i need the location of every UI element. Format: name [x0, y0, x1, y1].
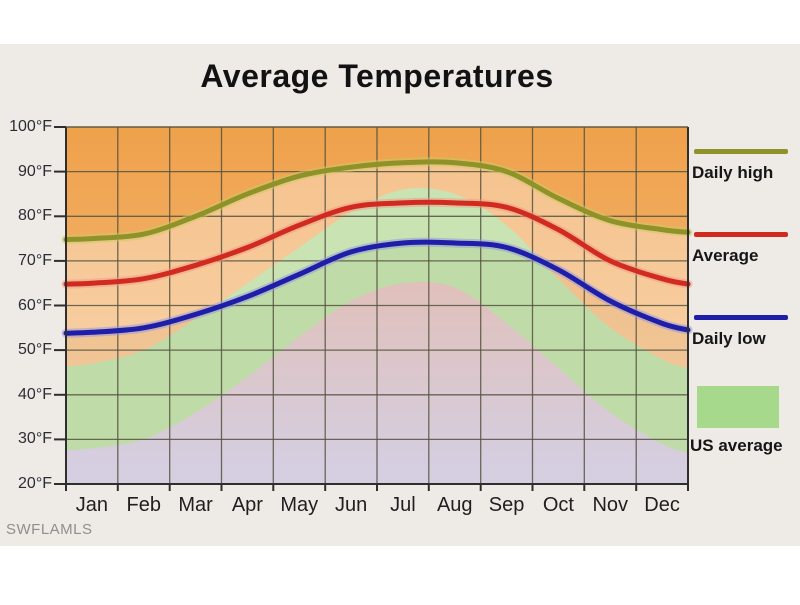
x-axis-label: Sep	[488, 494, 525, 516]
legend-label-average: Average	[692, 246, 759, 265]
y-axis-label: 30°F	[18, 430, 52, 448]
watermark: SWFLAMLS	[6, 521, 93, 538]
legend-label-us-average: US average	[690, 436, 783, 455]
chart-title: Average Temperatures	[200, 58, 554, 94]
y-axis-label: 60°F	[18, 296, 52, 314]
legend-label-daily-low: Daily low	[692, 329, 766, 348]
y-axis-label: 40°F	[18, 385, 52, 403]
daily-low-line-swatch	[694, 315, 788, 320]
x-axis-label: Jul	[390, 494, 416, 516]
x-axis-label: Oct	[542, 494, 574, 516]
x-axis-label: Jan	[75, 494, 109, 516]
x-axis-label: Dec	[644, 494, 680, 516]
average-line-swatch	[694, 232, 788, 237]
chart-legend: Daily high Average Daily low US average	[688, 0, 800, 600]
x-axis-label: Apr	[231, 494, 263, 516]
y-axis-label: 100°F	[9, 118, 52, 135]
y-axis-label: 50°F	[18, 341, 52, 359]
y-axis-label: 20°F	[18, 475, 52, 492]
legend-label-daily-high: Daily high	[692, 163, 774, 182]
daily-high-line-swatch	[694, 149, 788, 154]
x-axis-label: Feb	[126, 494, 161, 516]
y-axis-label: 80°F	[18, 207, 52, 225]
x-axis-label: Jun	[334, 494, 368, 516]
x-axis-label: Nov	[592, 494, 629, 516]
x-axis-label: Mar	[178, 494, 213, 516]
x-axis-label: May	[280, 494, 319, 516]
y-axis-label: 70°F	[18, 251, 52, 269]
y-axis-label: 90°F	[18, 162, 52, 180]
us-average-box-swatch	[697, 386, 779, 428]
x-axis-label: Aug	[436, 494, 473, 516]
